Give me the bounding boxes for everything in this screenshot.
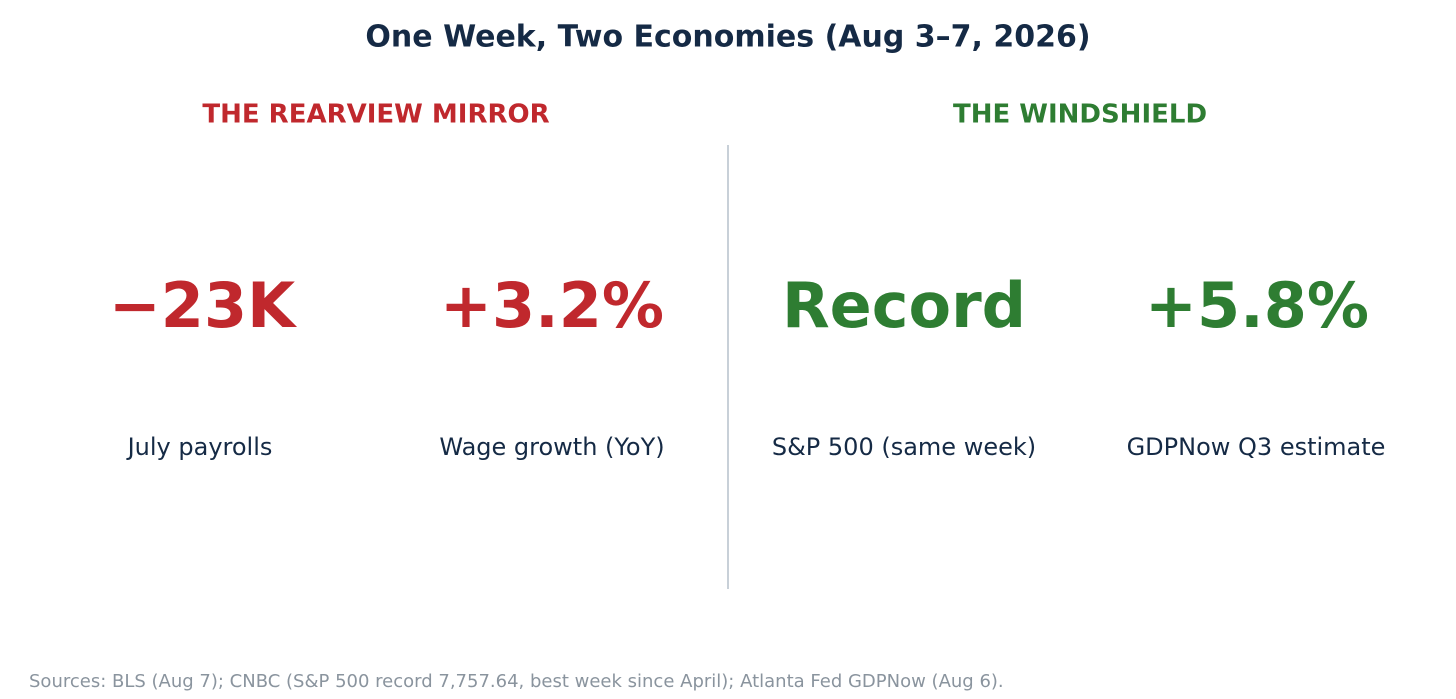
metric-label: S&P 500 (same week): [772, 433, 1036, 461]
section-heading: THE WINDSHIELD: [953, 100, 1207, 130]
title: One Week, Two Economies (Aug 3–7, 2026): [365, 20, 1090, 55]
metric-value: +3.2%: [440, 269, 664, 342]
metric-label: GDPNow Q3 estimate: [1127, 433, 1386, 461]
section-heading: THE REARVIEW MIRROR: [202, 100, 549, 130]
metric-value: +5.8%: [1145, 269, 1369, 342]
footer-note: Sources: BLS (Aug 7); CNBC (S&P 500 reco…: [29, 671, 1004, 692]
metric-value: Record: [782, 269, 1026, 342]
metric-label: July payrolls: [126, 433, 273, 461]
metric-label: Wage growth (YoY): [439, 433, 664, 461]
metric-value: −23K: [109, 269, 297, 342]
